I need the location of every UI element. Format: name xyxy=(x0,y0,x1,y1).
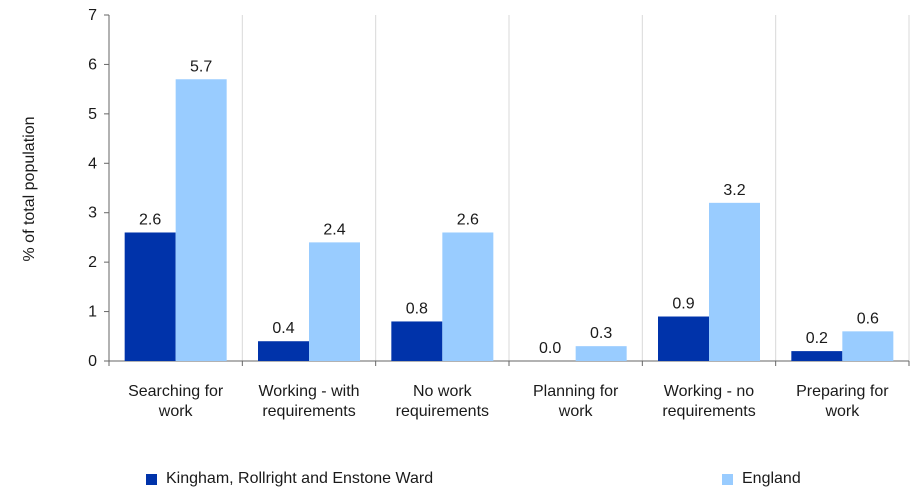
data-label-0-3: 0.0 xyxy=(539,340,561,357)
bar-0-0 xyxy=(124,232,176,361)
data-label-0-4: 0.9 xyxy=(672,296,694,313)
data-label-1-5: 0.6 xyxy=(857,310,879,327)
bar-0-2 xyxy=(391,321,443,361)
bar-0-1 xyxy=(258,341,309,361)
x-tick-label-1-1: requirements xyxy=(262,403,355,420)
bar-1-0 xyxy=(175,79,227,361)
y-tick-label-2: 2 xyxy=(88,254,97,271)
x-tick-label-4-0: Working - no xyxy=(664,383,755,400)
legend-label-0: Kingham, Rollright and Enstone Ward xyxy=(166,470,434,487)
x-tick-label-4-1: requirements xyxy=(662,403,755,420)
value-labels: 2.6 5.7 0.4 2.4 0.8 2.6 0.0 0.3 0.9 3.2 0.2 0.6 xyxy=(139,58,879,357)
bar-1-1 xyxy=(309,242,360,361)
data-label-0-0: 2.6 xyxy=(139,211,161,228)
x-tick-label-5-0: Preparing for xyxy=(796,383,889,400)
x-tick-label-2-0: No work xyxy=(413,383,473,400)
y-tick-label-0: 0 xyxy=(88,353,97,370)
legend-label-1: England xyxy=(742,470,801,487)
bar-1-3 xyxy=(575,346,627,361)
data-label-1-4: 3.2 xyxy=(723,182,745,199)
y-tick-label-7: 7 xyxy=(88,7,97,24)
x-tick-label-0-1: work xyxy=(158,403,194,420)
y-tick-label-3: 3 xyxy=(88,205,97,222)
axes xyxy=(104,14,910,366)
data-label-0-5: 0.2 xyxy=(806,330,828,347)
x-tick-label-2-1: requirements xyxy=(396,403,489,420)
y-tick-label-5: 5 xyxy=(88,106,97,123)
data-label-0-1: 0.4 xyxy=(272,320,294,337)
bar-0-5 xyxy=(791,351,843,361)
legend-swatch-0 xyxy=(146,473,157,485)
x-tick-label-5-1: work xyxy=(824,403,860,420)
bar-1-4 xyxy=(709,202,760,361)
data-label-1-3: 0.3 xyxy=(590,325,612,342)
y-axis-label: % of total population xyxy=(21,117,38,262)
data-label-1-1: 2.4 xyxy=(323,221,345,238)
y-tick-label-4: 4 xyxy=(88,155,97,172)
data-label-0-2: 0.8 xyxy=(406,300,428,317)
x-tick-label-0-0: Searching for xyxy=(128,383,224,400)
data-label-1-0: 5.7 xyxy=(190,58,212,75)
data-label-1-2: 2.6 xyxy=(457,211,479,228)
legend-swatch-1 xyxy=(722,473,733,485)
y-tick-label-6: 6 xyxy=(88,56,97,73)
bar-1-2 xyxy=(442,232,494,361)
x-tick-label-3-1: work xyxy=(558,403,594,420)
bar-0-4 xyxy=(658,316,709,361)
y-tick-label-1: 1 xyxy=(88,304,97,321)
bars xyxy=(124,79,894,361)
legend-item-0: Kingham, Rollright and Enstone Ward xyxy=(146,470,433,488)
bar-1-5 xyxy=(842,331,894,361)
tick-labels: 0 1 2 3 4 5 6 7 Searching for work Working - with r… xyxy=(88,7,889,420)
x-tick-label-1-0: Working - with xyxy=(258,383,359,400)
legend-item-1: England xyxy=(722,470,801,488)
x-tick-label-3-0: Planning for xyxy=(533,383,619,400)
grid-lines xyxy=(241,15,910,361)
